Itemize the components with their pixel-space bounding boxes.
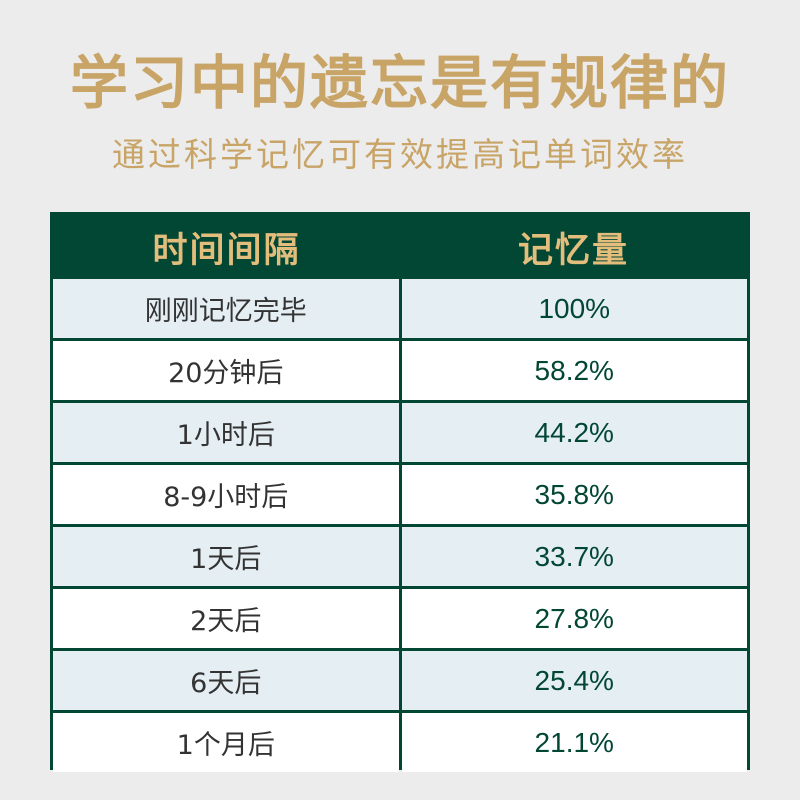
column-header-interval: 时间间隔 bbox=[152, 230, 301, 271]
cell-interval: 1天后 bbox=[53, 527, 399, 586]
page-title: 学习中的遗忘是有规律的 bbox=[69, 49, 730, 117]
cell-interval: 1小时后 bbox=[53, 403, 399, 462]
cell-interval: 6天后 bbox=[53, 651, 399, 710]
cell-interval: 20分钟后 bbox=[53, 341, 399, 400]
cell-memory: 100% bbox=[401, 279, 747, 338]
cell-interval: 2天后 bbox=[53, 589, 399, 648]
cell-interval: 1个月后 bbox=[53, 713, 399, 772]
table-row: 6天后 25.4% bbox=[53, 651, 747, 710]
table-row: 8-9小时后 35.8% bbox=[53, 465, 747, 524]
cell-memory: 25.4% bbox=[401, 651, 747, 710]
cell-memory: 44.2% bbox=[401, 403, 747, 462]
cell-memory: 27.8% bbox=[401, 589, 747, 648]
table-row: 20分钟后 58.2% bbox=[53, 341, 747, 400]
table-row: 1个月后 21.1% bbox=[53, 713, 747, 772]
memory-retention-table: 时间间隔 记忆量 刚刚记忆完毕 100% 20分钟后 58.2% 1小时后 44… bbox=[50, 212, 750, 772]
cell-memory: 58.2% bbox=[401, 341, 747, 400]
table-header: 时间间隔 记忆量 bbox=[53, 215, 747, 279]
cell-memory: 33.7% bbox=[401, 527, 747, 586]
page-subtitle: 通过科学记忆可有效提高记单词效率 bbox=[112, 135, 688, 174]
cell-interval: 刚刚记忆完毕 bbox=[53, 279, 399, 338]
table-row: 2天后 27.8% bbox=[53, 589, 747, 648]
table-row: 1天后 33.7% bbox=[53, 527, 747, 586]
column-header-memory: 记忆量 bbox=[517, 230, 629, 271]
cell-interval: 8-9小时后 bbox=[53, 465, 399, 524]
cell-memory: 35.8% bbox=[401, 465, 747, 524]
cell-memory: 21.1% bbox=[401, 713, 747, 772]
table-row: 刚刚记忆完毕 100% bbox=[53, 279, 747, 338]
table-row: 1小时后 44.2% bbox=[53, 403, 747, 462]
table-body: 刚刚记忆完毕 100% 20分钟后 58.2% 1小时后 44.2% 8-9小时… bbox=[53, 279, 747, 772]
